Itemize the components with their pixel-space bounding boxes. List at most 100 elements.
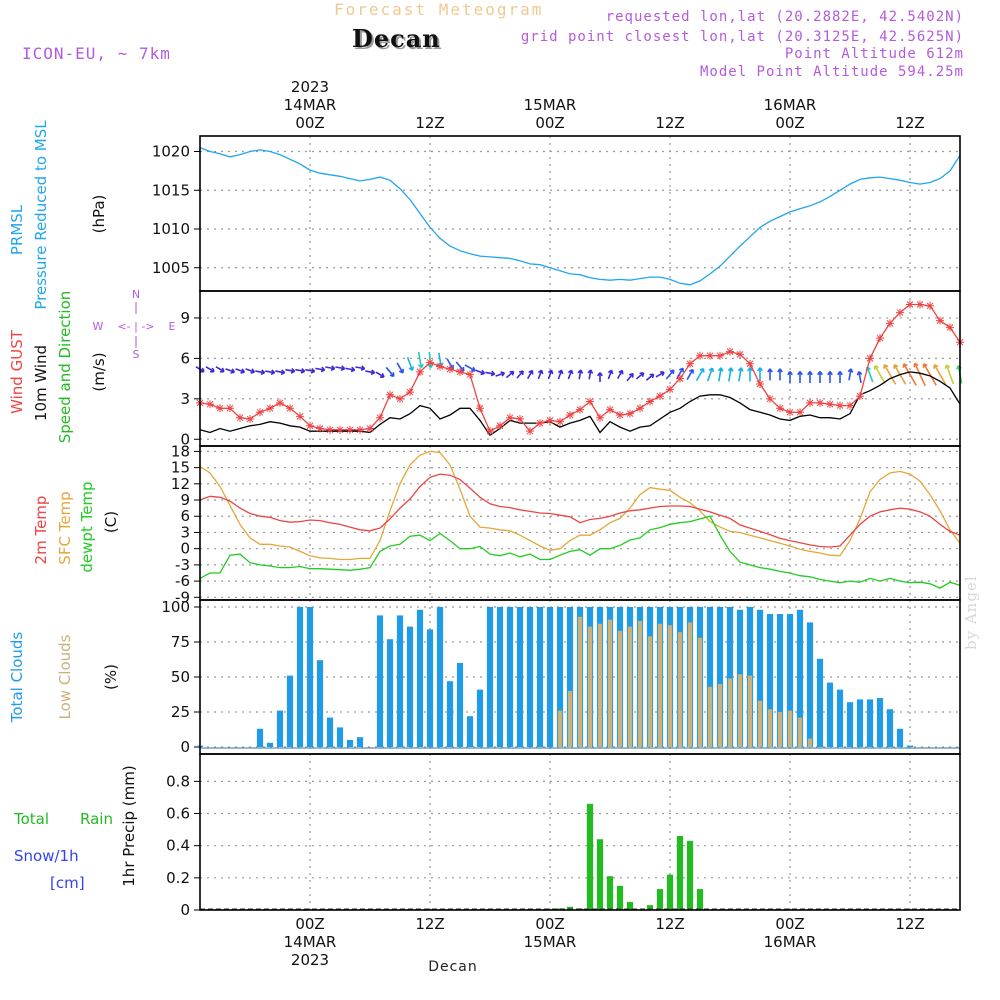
wind-arrow-head bbox=[281, 369, 286, 374]
wind-arrow bbox=[215, 366, 225, 373]
wind-arrow-head bbox=[491, 370, 496, 375]
total-cloud-bar bbox=[766, 614, 774, 747]
model-label: ICON-EU, ~ 7km bbox=[22, 44, 171, 63]
low-cloud-bar bbox=[647, 636, 653, 747]
total-cloud-bar bbox=[726, 607, 734, 747]
wind-arrow-head bbox=[301, 367, 306, 372]
wind-arrow-head bbox=[271, 369, 276, 374]
total-cloud-bar bbox=[326, 717, 334, 747]
gust-point bbox=[356, 425, 364, 434]
gust-point bbox=[796, 408, 804, 417]
total-cloud-bar bbox=[336, 727, 344, 747]
wind-arrow bbox=[485, 371, 495, 375]
gust-point bbox=[316, 424, 324, 433]
gust-point bbox=[476, 404, 484, 413]
gust-point bbox=[266, 404, 274, 413]
wind-arrow-head bbox=[291, 367, 296, 372]
rain-bar bbox=[646, 905, 654, 910]
rain-bar bbox=[676, 836, 684, 910]
top-axis-hour: 12Z bbox=[895, 114, 924, 132]
wind-arrow-head bbox=[708, 367, 713, 372]
low-cloud-bar bbox=[637, 621, 643, 747]
dewpoint-line bbox=[199, 515, 961, 589]
wind-arrow bbox=[305, 368, 315, 373]
wind-arrow bbox=[325, 366, 335, 370]
wind-arrow-head bbox=[500, 371, 505, 374]
wind-arrow-head bbox=[678, 367, 684, 371]
total-cloud-bar bbox=[466, 716, 474, 747]
y-tick-label: 9 bbox=[180, 309, 190, 327]
y-tick-label: 100 bbox=[161, 598, 190, 616]
grid-point-coords: grid point closest lon,lat (20.3125E, 42… bbox=[520, 29, 964, 45]
y-tick-label: 25 bbox=[171, 703, 190, 721]
rain-bar bbox=[626, 901, 634, 910]
wind-arrow-head bbox=[787, 371, 791, 376]
station-name: Decan bbox=[352, 24, 441, 53]
wind-arrow-head bbox=[618, 369, 623, 373]
wind-arrow-head bbox=[557, 369, 563, 374]
wind-arrow bbox=[417, 351, 423, 368]
label-2m-temp: 2m Temp bbox=[32, 496, 50, 565]
gust-point bbox=[206, 400, 214, 409]
y-tick-label: 0.8 bbox=[166, 772, 190, 790]
model-point-altitude: Model Point Altitude 594.25m bbox=[699, 64, 964, 80]
bottom-axis-date: 16MAR bbox=[764, 933, 817, 951]
wind-arrow bbox=[464, 364, 476, 372]
label-snow-unit: [cm] bbox=[50, 874, 85, 892]
gust-point bbox=[376, 413, 384, 422]
gust-point bbox=[946, 323, 954, 332]
gust-point bbox=[436, 362, 444, 371]
y-tick-label: 1010 bbox=[152, 220, 190, 238]
total-cloud-bar bbox=[836, 689, 844, 747]
top-axis-date: 15MAR bbox=[524, 96, 577, 114]
wind-arrow bbox=[738, 367, 742, 382]
wind-arrow bbox=[874, 365, 886, 384]
label-prmsl: PRMSL bbox=[8, 204, 26, 255]
gust-point bbox=[586, 397, 594, 406]
wind-arrow bbox=[626, 373, 634, 382]
wind-arrow bbox=[225, 368, 235, 373]
wind-arrow bbox=[235, 368, 245, 373]
total-cloud-bar bbox=[486, 607, 494, 747]
wind-arrow-head bbox=[717, 367, 722, 372]
wind-arrow bbox=[345, 367, 355, 371]
gust-point bbox=[226, 404, 234, 413]
top-axis-hour: 12Z bbox=[655, 114, 684, 132]
low-cloud-bar bbox=[707, 686, 713, 747]
total-cloud-bar bbox=[446, 681, 454, 747]
y-tick-label: 12 bbox=[171, 475, 190, 493]
gust-point bbox=[556, 417, 564, 426]
gust-point bbox=[276, 398, 284, 407]
wind-arrow-head bbox=[201, 367, 205, 372]
total-cloud-bar bbox=[546, 607, 554, 747]
wind-arrow-head bbox=[944, 364, 948, 370]
wind-arrow bbox=[866, 366, 874, 383]
gust-point bbox=[876, 334, 884, 343]
gust-point bbox=[926, 301, 934, 310]
low-cloud-bar bbox=[687, 622, 693, 747]
y-tick-label: 9 bbox=[180, 491, 190, 509]
gust-point bbox=[786, 408, 794, 417]
label-rain: Rain bbox=[80, 810, 113, 828]
wind-arrow-head bbox=[411, 366, 415, 371]
gust-point bbox=[466, 370, 474, 379]
wind-arrow-head bbox=[767, 368, 771, 373]
label-wind-gust: Wind GUST bbox=[8, 329, 26, 414]
total-cloud-bar bbox=[556, 607, 564, 747]
total-cloud-bar bbox=[856, 699, 864, 747]
wind-arrow-head bbox=[221, 367, 225, 372]
wind-arrow-head bbox=[331, 365, 336, 370]
y-tick-label: 3 bbox=[180, 523, 190, 541]
top-axis-date: 14MAR bbox=[284, 96, 337, 114]
gust-point bbox=[656, 392, 664, 401]
total-cloud-bar bbox=[706, 607, 714, 747]
label-percent: (%) bbox=[102, 664, 120, 690]
total-cloud-bar bbox=[316, 660, 324, 747]
wind-arrow bbox=[547, 369, 553, 380]
y-tick-label: 18 bbox=[171, 442, 190, 460]
wind-arrow bbox=[686, 369, 694, 380]
wind-arrow bbox=[396, 362, 404, 374]
gust-point bbox=[906, 300, 914, 309]
wind-arrow-head bbox=[547, 369, 553, 374]
gust-point bbox=[596, 413, 604, 422]
